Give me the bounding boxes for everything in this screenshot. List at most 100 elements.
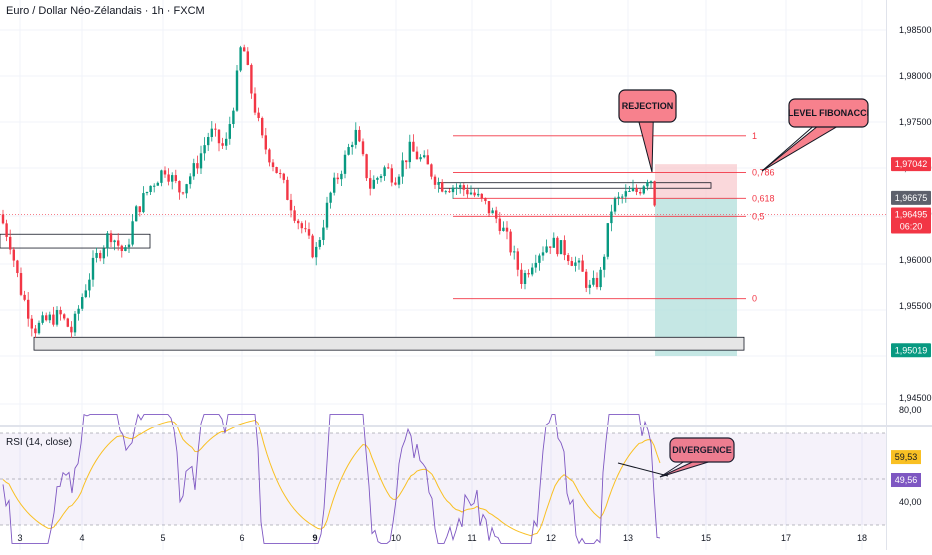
candle <box>264 127 267 155</box>
candle <box>45 312 48 322</box>
candle-body <box>498 218 501 231</box>
candle-body <box>513 251 516 253</box>
candle-body <box>595 277 599 288</box>
candle-body <box>160 170 163 183</box>
grid-lines <box>0 0 886 550</box>
candle <box>88 273 91 298</box>
candle <box>585 269 588 293</box>
candle-body <box>574 262 577 266</box>
candle-body <box>196 163 199 169</box>
price-badge-label: 1,97042 <box>895 159 928 169</box>
candle-body <box>585 271 588 288</box>
symbol-title[interactable]: Euro / Dollar Néo-Zélandais · 1h · FXCM <box>6 5 205 17</box>
rsi-title[interactable]: RSI (14, close) <box>6 437 73 448</box>
candle-body <box>387 167 390 169</box>
rsi-ma-line <box>2 419 661 537</box>
candle-body <box>192 163 195 177</box>
candle-body <box>516 251 519 270</box>
candle <box>221 137 224 149</box>
callout-label: DIVERGENCE <box>672 445 732 455</box>
callout-label: REJECTION <box>622 101 674 111</box>
candle <box>628 186 631 192</box>
candle <box>448 188 451 193</box>
candle <box>639 189 642 196</box>
candle-body <box>639 192 642 194</box>
candle-body <box>19 273 23 295</box>
candle-body <box>628 190 631 192</box>
candle <box>257 107 260 122</box>
candle <box>354 122 357 149</box>
support-zone <box>33 336 745 351</box>
candle <box>261 116 264 139</box>
candle <box>567 252 570 265</box>
candle <box>142 186 145 214</box>
time-tick-label: 6 <box>239 533 244 543</box>
candle-body <box>520 269 523 285</box>
candle-body <box>189 176 192 185</box>
rsi-tick-label: 80,00 <box>899 405 922 415</box>
price-tick-label: 1,95500 <box>899 301 932 311</box>
candle <box>358 126 361 143</box>
candle <box>545 239 548 254</box>
candle <box>394 177 397 186</box>
candle-body <box>315 246 318 258</box>
candle-body <box>502 227 505 231</box>
callout-box <box>669 437 735 463</box>
fib-level-label: 0,5 <box>752 211 765 221</box>
candle <box>520 263 523 289</box>
price-badge: 1,95019 <box>891 343 931 358</box>
callout-tail <box>761 126 839 172</box>
candle <box>149 185 152 195</box>
candle <box>603 254 606 278</box>
candle <box>52 306 55 327</box>
candle <box>1 209 5 225</box>
candle <box>441 179 444 193</box>
candle <box>577 258 581 270</box>
candle <box>199 145 203 175</box>
candle <box>185 183 188 199</box>
price-tick-label: 1,94500 <box>899 393 932 403</box>
candle <box>59 306 62 321</box>
candle <box>30 314 33 337</box>
candle <box>365 153 368 182</box>
price-badge-label: 1,95019 <box>895 345 928 355</box>
price-badge-bg <box>891 207 931 234</box>
candle-body <box>369 178 372 189</box>
candle-body <box>37 322 41 334</box>
candle-body <box>588 284 591 288</box>
candle <box>351 141 354 155</box>
candle-body <box>545 246 548 253</box>
candle-body <box>243 47 246 52</box>
fib-level-label: 0,618 <box>752 193 775 203</box>
candle-body <box>426 155 429 165</box>
candle <box>462 183 465 197</box>
candle <box>581 254 584 272</box>
candle-body <box>340 173 343 180</box>
candle-body <box>487 201 491 214</box>
candle-body <box>77 308 80 314</box>
candle <box>131 214 134 247</box>
candle <box>419 154 422 162</box>
pane-separator[interactable] <box>0 425 932 427</box>
callout-tail <box>638 121 654 173</box>
candle <box>570 256 573 267</box>
candle-body <box>372 179 375 189</box>
candle-body <box>318 239 321 247</box>
time-tick-label: 17 <box>781 533 791 543</box>
candle <box>541 246 545 261</box>
candle-body <box>621 196 624 198</box>
candle <box>138 206 141 217</box>
candle <box>513 245 516 260</box>
candle <box>293 205 296 224</box>
candle <box>9 229 12 255</box>
candle-body <box>228 124 231 139</box>
candle-body <box>570 261 573 266</box>
candle-body <box>397 176 401 185</box>
time-tick-label: 15 <box>701 533 711 543</box>
candle <box>574 256 577 272</box>
rsi-tick-label: 40,00 <box>899 497 922 507</box>
candle-body <box>275 167 278 174</box>
candle-body <box>1 214 5 224</box>
